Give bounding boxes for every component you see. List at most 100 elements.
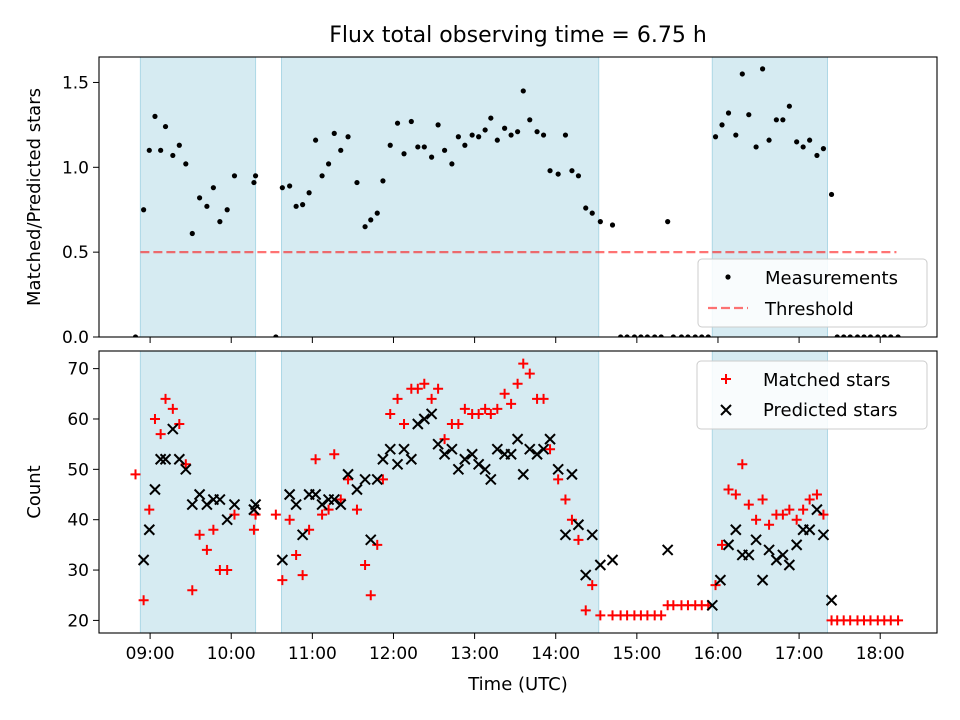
measurement-point: [725, 110, 732, 116]
predicted-star-point: [377, 453, 389, 465]
measurement-point: [733, 132, 739, 138]
matched-star-point: [284, 514, 295, 525]
matched-star-point: [473, 408, 484, 419]
measurement-point: [293, 203, 299, 209]
measurement-point: [401, 151, 407, 157]
predicted-star-point: [137, 554, 150, 566]
matched-star-point: [270, 509, 281, 520]
measurement-point: [502, 125, 508, 131]
measurement-point: [368, 217, 374, 223]
y-tick-label: 1.5: [62, 73, 89, 93]
predicted-star-point: [580, 569, 592, 581]
measurement-point: [746, 112, 752, 118]
predicted-star-point: [180, 463, 192, 476]
measurement-point: [800, 144, 806, 150]
matched-star-point: [419, 378, 430, 389]
matched-star-point: [573, 534, 584, 545]
y-tick-label: 0.0: [62, 328, 89, 348]
predicted-star-point: [552, 463, 564, 476]
measurement-point: [739, 71, 745, 77]
matched-star-point: [343, 474, 354, 485]
predicted-star-point: [572, 519, 585, 531]
measurement-point: [183, 161, 189, 167]
matched-star-point: [580, 605, 591, 616]
matched-star-point: [392, 393, 403, 404]
matched-star-point: [138, 595, 149, 606]
predicted-star-point: [566, 468, 578, 481]
measurement-point: [875, 334, 881, 337]
predicted-star-point: [524, 443, 536, 455]
measurement-point: [469, 132, 475, 138]
matched-star-point: [893, 615, 904, 626]
predicted-star-point: [714, 574, 727, 586]
predicted-star-point: [201, 498, 213, 511]
measurement-point: [325, 161, 332, 167]
predicted-star-point: [750, 534, 762, 546]
predicted-star-point: [149, 483, 161, 496]
matched-star-point: [412, 383, 423, 394]
predicted-star-point: [790, 539, 803, 551]
measurement-point: [421, 144, 427, 150]
measurement-point: [231, 173, 238, 179]
predicted-star-point: [452, 463, 465, 476]
axes-frame: [98, 350, 938, 634]
matched-star-point: [180, 459, 191, 470]
matched-star-point: [377, 474, 388, 485]
predicted-star-point: [817, 529, 830, 541]
predicted-star-point: [531, 448, 543, 460]
matched-star-point: [553, 474, 564, 485]
matched-star-point: [149, 413, 160, 424]
matched-star-point: [459, 403, 470, 414]
predicted-star-point: [811, 503, 823, 516]
predicted-star-point: [398, 443, 410, 455]
matched-star-point: [524, 368, 535, 379]
matched-star-point: [656, 610, 667, 621]
predicted-star-point: [459, 453, 471, 465]
predicted-star-point: [559, 529, 572, 541]
matched-star-point: [426, 393, 437, 404]
matched-star-point: [201, 544, 212, 555]
predicted-star-point: [537, 443, 550, 455]
matched-star-point: [499, 388, 510, 399]
predicted-star-point: [763, 544, 775, 556]
measurement-point: [141, 207, 147, 213]
measurement-point: [435, 122, 441, 128]
y-axis-label: Count: [24, 465, 45, 518]
x-tick-label: 17:00: [775, 644, 824, 664]
axes-frame: [98, 56, 938, 338]
legend-frame: [696, 360, 928, 430]
measurement-point: [488, 115, 494, 121]
measurement-point: [455, 134, 461, 140]
matched-star-point: [518, 358, 529, 369]
measurement-point: [462, 142, 468, 148]
matched-star-point: [566, 514, 577, 525]
matched-star-point: [560, 494, 571, 505]
measurement-point: [589, 210, 595, 216]
matched-star-point: [818, 509, 829, 520]
measurement-point: [429, 154, 435, 160]
predicted-star-point: [485, 473, 497, 486]
predicted-star-point: [432, 438, 444, 450]
x-tick-label: 14:00: [531, 644, 580, 664]
measurement-point: [158, 147, 164, 153]
matched-star-point: [291, 549, 302, 560]
measurement-point: [638, 334, 644, 337]
measurement-point: [794, 139, 800, 145]
measurement-point: [759, 66, 766, 72]
y-axis-label: Matched/Predicted stars: [24, 88, 45, 306]
predicted-star-point: [371, 473, 383, 486]
measurement-point: [631, 334, 638, 337]
measurement-point: [665, 219, 671, 225]
matched-star-point: [587, 580, 598, 591]
matched-star-point: [399, 419, 410, 430]
matched-star-point: [277, 575, 288, 586]
matched-star-point: [372, 539, 383, 550]
matched-star-point: [304, 524, 315, 535]
matched-star-point: [248, 524, 259, 535]
measurement-point: [597, 219, 603, 225]
y-tick-label: 70: [67, 360, 89, 380]
plot-area: [132, 66, 901, 337]
measurement-point: [678, 334, 685, 337]
predicted-star-point: [154, 453, 167, 465]
